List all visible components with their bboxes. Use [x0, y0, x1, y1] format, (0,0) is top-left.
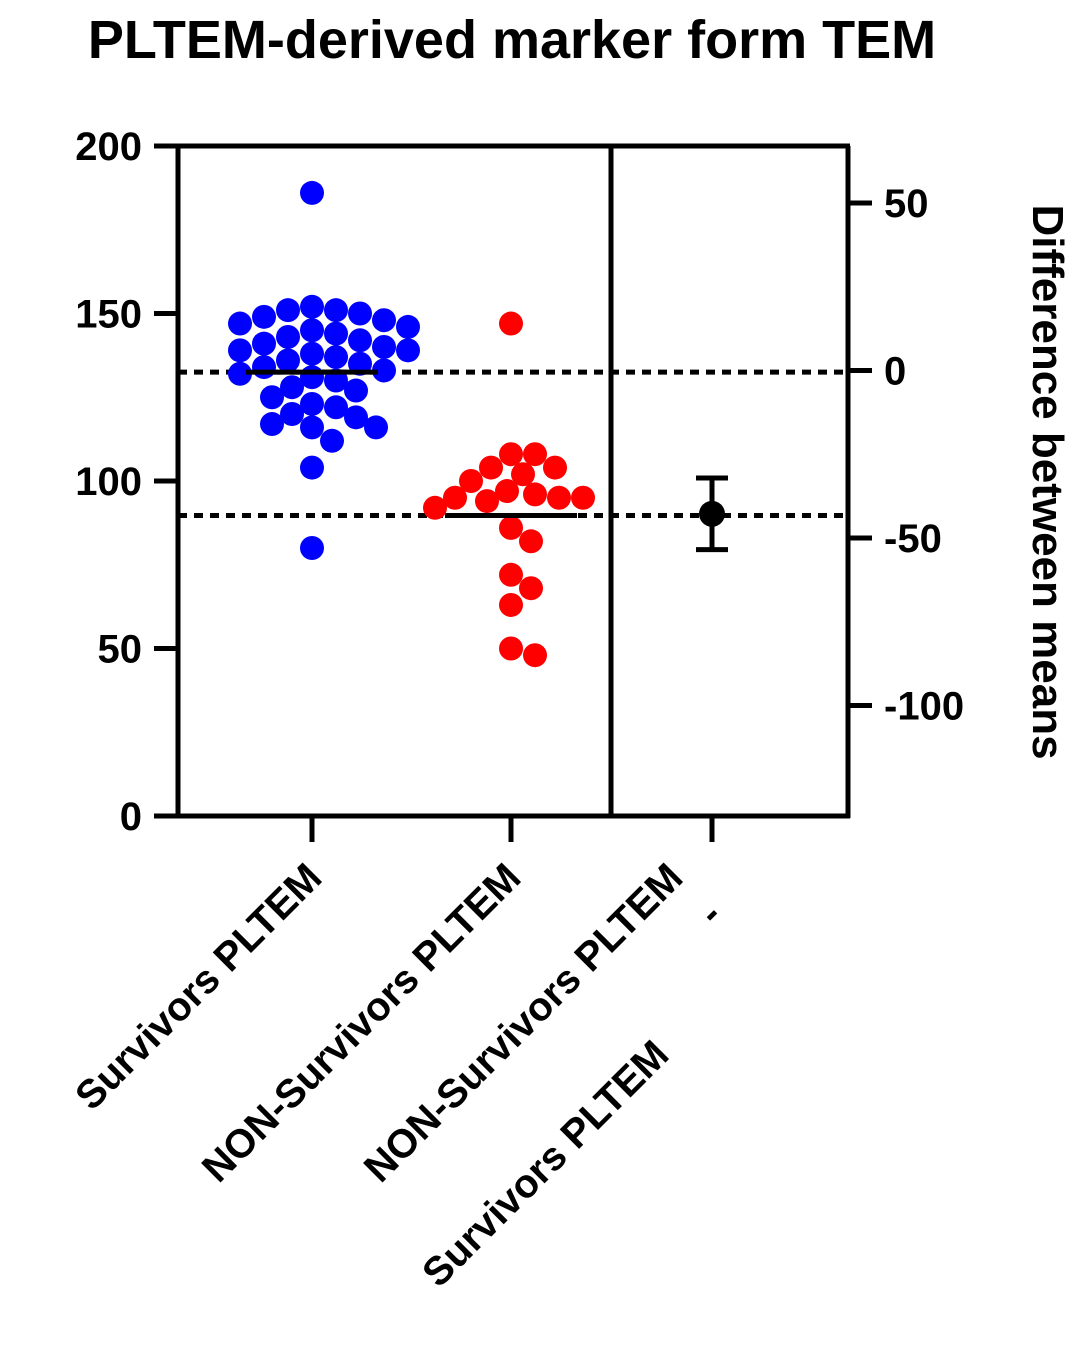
right-tick-label-2: 0: [884, 349, 906, 393]
point-0-11: [276, 324, 300, 349]
point-0-16: [396, 338, 420, 363]
data-points: [228, 180, 728, 668]
point-0-13: [252, 331, 276, 356]
point-1-12: [475, 489, 499, 514]
point-1-10: [443, 485, 467, 510]
point-1-3: [479, 455, 503, 480]
point-0-31: [280, 402, 304, 426]
point-0-10: [324, 321, 348, 346]
point-0-15: [228, 338, 252, 363]
point-0-36: [320, 428, 344, 453]
point-1-17: [519, 576, 543, 601]
left-tick-label-2: 100: [75, 460, 142, 504]
point-1-16: [499, 562, 523, 587]
point-0-7: [228, 311, 252, 336]
point-0-29: [300, 391, 324, 416]
right-tick-label-0: -100: [884, 684, 964, 728]
point-1-9: [547, 485, 571, 510]
point-1-8: [523, 482, 547, 507]
point-0-34: [300, 415, 324, 440]
point-0-1: [300, 294, 324, 319]
point-1-19: [499, 636, 523, 661]
point-0-22: [372, 358, 396, 383]
axes: [154, 143, 872, 842]
point-1-0: [499, 311, 523, 336]
point-0-23: [228, 361, 252, 386]
point-0-28: [260, 385, 284, 410]
difference-label-line-0: NON-Survivors PLTEM: [356, 855, 691, 1190]
point-0-2: [324, 298, 348, 323]
point-0-30: [324, 395, 348, 420]
point-1-5: [511, 462, 535, 487]
point-1-6: [459, 469, 483, 493]
right-tick-label-1: -50: [884, 517, 942, 561]
point-1-2: [523, 442, 547, 467]
point-0-5: [252, 304, 276, 329]
point-1-15: [519, 529, 543, 554]
left-tick-label-4: 200: [75, 125, 142, 169]
point-0-32: [344, 405, 368, 430]
point-0-3: [276, 298, 300, 323]
point-1-4: [543, 455, 567, 480]
point-0-33: [260, 412, 284, 437]
point-0-38: [300, 536, 324, 560]
left-tick-label-0: 0: [120, 795, 142, 839]
point-0-35: [364, 415, 388, 440]
left-tick-label-3: 150: [75, 293, 142, 337]
point-0-37: [300, 455, 324, 480]
point-0-17: [300, 341, 324, 366]
left-tick-label-1: 50: [98, 628, 143, 672]
point-1-11: [571, 485, 595, 510]
point-0-0: [300, 180, 324, 205]
point-1-7: [495, 479, 519, 504]
right-axis-title: Difference between means: [1023, 204, 1072, 759]
point-0-19: [276, 348, 300, 373]
category-label-1: NON-Survivors PLTEM: [194, 855, 529, 1190]
point-1-18: [499, 592, 523, 617]
point-0-18: [324, 345, 348, 370]
point-0-26: [280, 375, 304, 400]
point-0-6: [372, 308, 396, 333]
difference-mean-point: [699, 500, 725, 527]
point-0-9: [300, 318, 324, 343]
point-1-14: [499, 515, 523, 540]
point-0-14: [372, 335, 396, 359]
chart-title: PLTEM-derived marker form TEM: [88, 10, 936, 70]
right-tick-label-3: 50: [884, 182, 929, 226]
point-1-13: [423, 495, 447, 520]
point-0-4: [348, 301, 372, 326]
point-0-21: [252, 355, 276, 380]
point-0-12: [348, 328, 372, 353]
point-0-8: [396, 314, 420, 339]
point-0-27: [344, 378, 368, 403]
difference-label-line-1: -: [690, 893, 731, 934]
point-1-20: [523, 643, 547, 668]
point-1-1: [499, 442, 523, 467]
